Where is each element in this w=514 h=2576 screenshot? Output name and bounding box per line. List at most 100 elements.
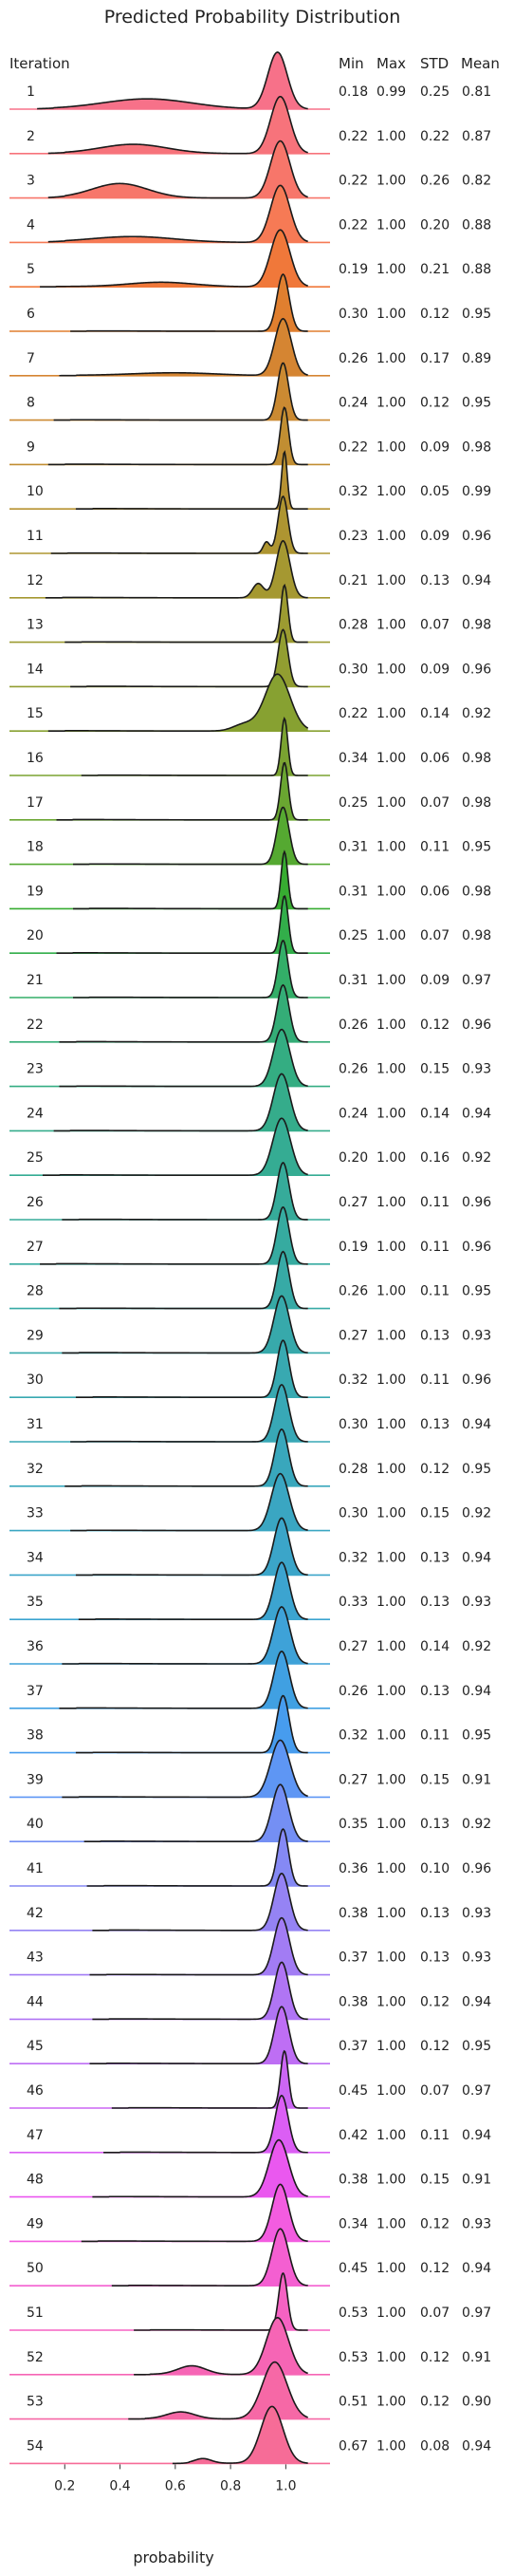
std-value: 0.26 [420,174,450,189]
iteration-label: 16 [27,751,44,766]
max-value: 1.00 [376,706,406,721]
mean-value: 0.96 [462,1240,491,1255]
max-value: 1.00 [376,2350,406,2365]
min-value: 0.28 [339,1462,368,1477]
mean-value: 0.92 [462,1506,491,1521]
density-outline [59,1650,308,1709]
max-value: 1.00 [376,529,406,544]
iteration-label: 22 [27,1017,44,1033]
min-value: 0.34 [339,2216,368,2231]
std-value: 0.07 [420,2083,450,2099]
min-value: 0.33 [339,1595,368,1610]
mean-value: 0.89 [462,351,491,366]
x-tick-label: 1.0 [275,2478,296,2493]
ridge-row: 7 0.26 1.00 0.17 0.89 [9,317,491,377]
std-value: 0.08 [420,2438,450,2454]
std-value: 0.12 [420,1017,450,1033]
mean-value: 0.88 [462,217,491,233]
mean-value: 0.97 [462,2305,491,2321]
density-area [47,674,308,732]
max-value: 1.00 [376,1861,406,1876]
max-value: 1.00 [376,1106,406,1121]
density-outline [47,673,309,732]
std-value: 0.13 [420,1595,450,1610]
density-area [128,2361,308,2419]
iteration-label: 49 [27,2216,44,2231]
ridge-row: 6 0.30 1.00 0.12 0.95 [9,273,491,332]
std-value: 0.13 [420,1906,450,1921]
x-tick-label: 0.2 [54,2478,75,2493]
std-value: 0.12 [420,1994,450,2009]
ridge-row: 37 0.26 1.00 0.13 0.94 [9,1650,491,1709]
mean-value: 0.92 [462,1639,491,1654]
min-value: 0.28 [339,618,368,633]
std-value: 0.13 [420,1951,450,1966]
density-outline [73,806,308,866]
ridge-row: 17 0.25 1.00 0.07 0.98 [9,761,491,821]
ridge-row: 27 0.19 1.00 0.11 0.96 [9,1205,491,1265]
min-value: 0.22 [339,706,368,721]
ridge-row: 35 0.33 1.00 0.13 0.93 [9,1561,491,1620]
ridge-row: 31 0.30 1.00 0.13 0.94 [9,1384,491,1443]
ridge-row: 48 0.38 1.00 0.15 0.91 [9,2138,491,2198]
ridge-row: 47 0.42 1.00 0.11 0.94 [9,2094,491,2154]
density-outline [59,1028,308,1088]
mean-value: 0.94 [462,1417,491,1432]
ridge-row: 26 0.27 1.00 0.11 0.96 [9,1162,491,1221]
min-value: 0.30 [339,662,368,677]
density-area [111,2051,308,2108]
max-value: 1.00 [376,1240,406,1255]
iteration-label: 13 [27,618,44,633]
min-value: 0.24 [339,1106,368,1121]
mean-value: 0.93 [462,1062,491,1077]
std-value: 0.13 [420,1550,450,1565]
min-value: 0.26 [339,1684,368,1699]
mean-value: 0.95 [462,307,491,322]
min-value: 0.26 [339,351,368,366]
density-outline [92,1872,308,1932]
mean-value: 0.98 [462,795,491,811]
iteration-label: 40 [27,1817,44,1832]
ridge-row: 54 0.67 1.00 0.08 0.94 [9,2405,491,2465]
density-outline [92,2138,308,2198]
mean-value: 0.95 [462,1284,491,1299]
density-area [172,2406,308,2464]
iteration-label: 12 [27,573,44,588]
std-value: 0.13 [420,1328,450,1343]
iteration-label: 33 [27,1506,44,1521]
mean-value: 0.98 [462,618,491,633]
max-value: 1.00 [376,1595,406,1610]
min-value: 0.30 [339,1417,368,1432]
std-value: 0.11 [420,1372,450,1388]
iteration-label: 35 [27,1595,44,1610]
mean-value: 0.81 [462,84,491,100]
ridge-row: 41 0.36 1.00 0.10 0.96 [9,1827,491,1887]
mean-value: 0.93 [462,1328,491,1343]
std-value: 0.09 [420,973,450,988]
max-value: 1.00 [376,1372,406,1388]
density-outline [59,317,308,377]
max-value: 1.00 [376,1150,406,1166]
std-value: 0.12 [420,2216,450,2231]
min-value: 0.27 [339,1195,368,1210]
max-value: 1.00 [376,1284,406,1299]
ridge-row: 42 0.38 1.00 0.13 0.93 [9,1872,491,1932]
density-outline [56,895,308,954]
ridge-row: 10 0.32 1.00 0.05 0.99 [9,450,491,511]
min-value: 0.22 [339,217,368,233]
ridge-row: 20 0.25 1.00 0.07 0.98 [9,895,491,955]
max-value: 1.00 [376,351,406,366]
ridge-row: 46 0.45 1.00 0.07 0.97 [9,2049,491,2109]
iteration-label: 41 [27,1861,44,1876]
mean-value: 0.97 [462,2083,491,2099]
column-header-max: Max [376,55,406,72]
density-area [111,2229,308,2287]
min-value: 0.27 [339,1328,368,1343]
min-value: 0.30 [339,307,368,322]
max-value: 1.00 [376,2216,406,2231]
iteration-label: 44 [27,1994,44,2009]
std-value: 0.20 [420,217,450,233]
density-outline [111,2049,308,2109]
density-outline [70,1472,308,1532]
iteration-label: 11 [27,529,44,544]
